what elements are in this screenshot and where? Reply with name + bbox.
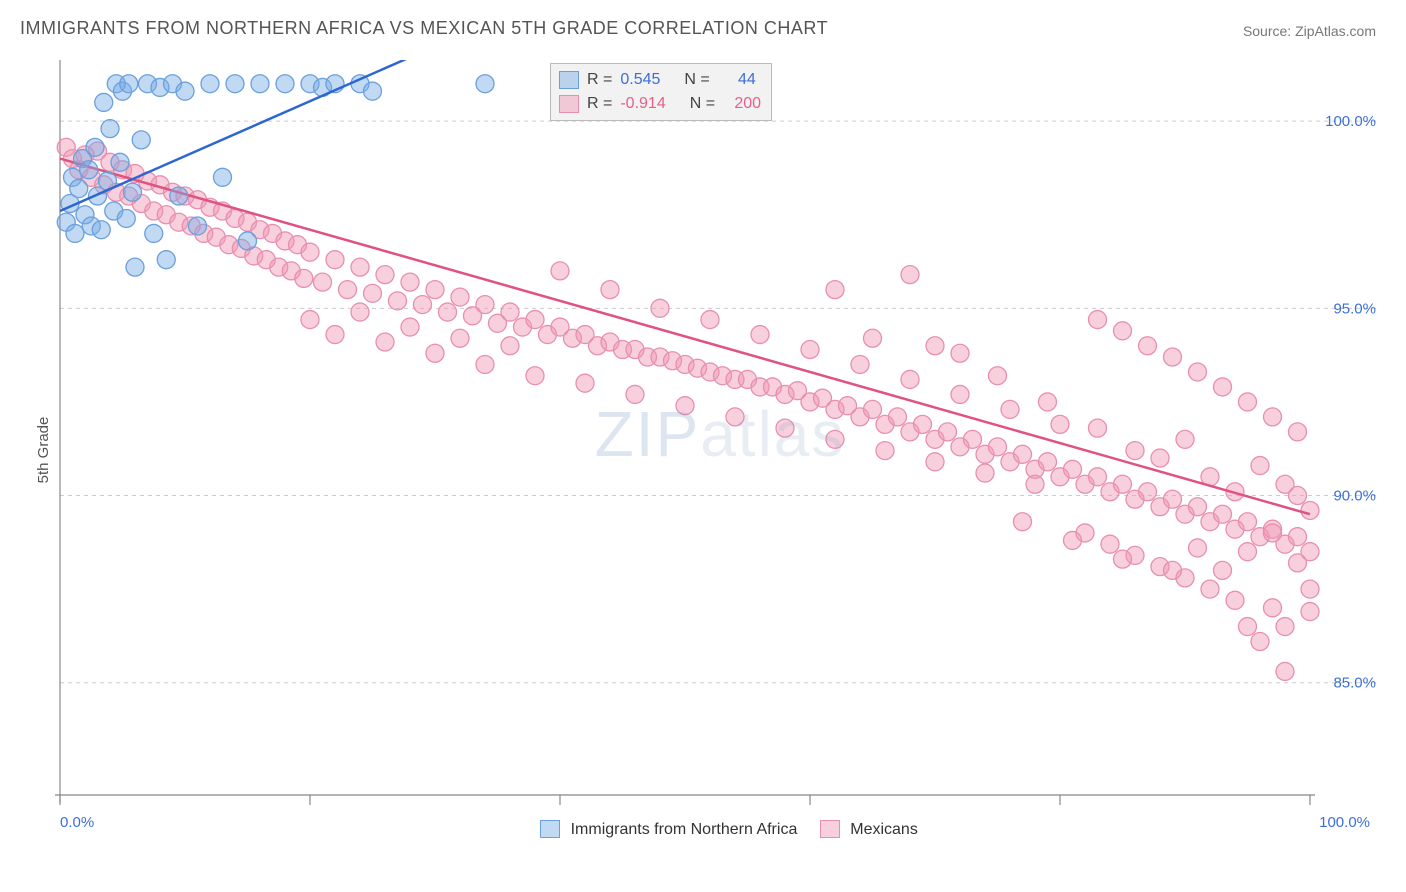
n-value-series1: 44 xyxy=(718,68,756,92)
r-label: R = xyxy=(587,68,612,92)
source-attribution: Source: ZipAtlas.com xyxy=(1243,23,1376,39)
legend-row-series1: R = 0.545 N = 44 xyxy=(559,68,761,92)
n-label: N = xyxy=(684,68,709,92)
svg-text:90.0%: 90.0% xyxy=(1333,488,1376,505)
r-value-series1: 0.545 xyxy=(620,68,660,92)
scatter-chart: 85.0%90.0%95.0%100.0%0.0%100.0% xyxy=(50,55,1390,845)
series-legend: Immigrants from Northern Africa Mexicans xyxy=(50,820,1390,839)
legend-label-series1: Immigrants from Northern Africa xyxy=(571,821,798,838)
r-label: R = xyxy=(587,92,612,116)
chart-title: IMMIGRANTS FROM NORTHERN AFRICA VS MEXIC… xyxy=(20,18,828,39)
plot-area: 5th Grade 85.0%90.0%95.0%100.0%0.0%100.0… xyxy=(50,55,1390,845)
r-value-series2: -0.914 xyxy=(620,92,665,116)
legend-row-series2: R = -0.914 N = 200 xyxy=(559,92,761,116)
legend-swatch-blue xyxy=(540,820,560,838)
legend-swatch-blue xyxy=(559,71,579,89)
n-value-series2: 200 xyxy=(723,92,761,116)
legend-label-series2: Mexicans xyxy=(850,821,918,838)
svg-text:95.0%: 95.0% xyxy=(1333,300,1376,317)
svg-text:100.0%: 100.0% xyxy=(1325,113,1376,130)
n-label: N = xyxy=(690,92,715,116)
correlation-legend: R = 0.545 N = 44 R = -0.914 N = 200 xyxy=(550,63,772,121)
header: IMMIGRANTS FROM NORTHERN AFRICA VS MEXIC… xyxy=(0,0,1406,47)
legend-swatch-pink xyxy=(820,820,840,838)
legend-swatch-pink xyxy=(559,95,579,113)
svg-text:85.0%: 85.0% xyxy=(1333,675,1376,692)
y-axis-label: 5th Grade xyxy=(35,417,52,484)
